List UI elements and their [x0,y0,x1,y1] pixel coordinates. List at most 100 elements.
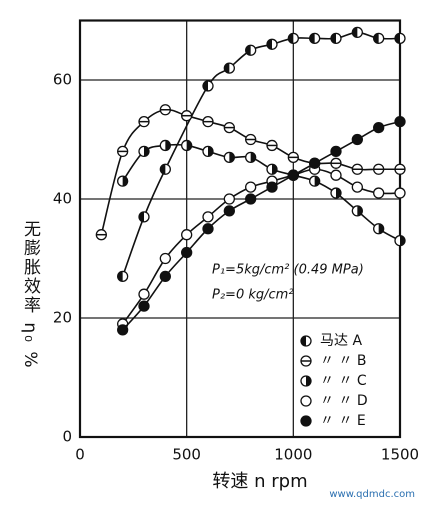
data-point [330,187,342,199]
data-point [181,246,193,259]
marker-outline [245,181,257,193]
data-point [373,223,385,235]
data-point [245,151,257,164]
marker-fill [306,376,311,386]
data-point [266,163,278,175]
data-point [202,116,214,128]
data-point [138,300,150,312]
data-point [309,157,321,169]
legend-label: 〃 〃 B [320,353,367,369]
legend-label: 〃 〃 C [320,373,367,389]
marker-fill [224,63,230,74]
marker-outline [266,181,278,193]
marker-fill [117,271,123,282]
marker-fill [186,140,192,151]
data-point [266,38,278,50]
legend-marker [300,355,312,367]
marker-outline [309,157,321,169]
marker-fill [314,176,320,187]
data-point [159,104,171,116]
data-point [287,151,299,164]
data-point [330,32,342,44]
marker-outline [202,211,214,223]
marker-outline [223,205,235,217]
data-point [117,270,129,283]
data-point [181,229,193,241]
marker-fill [357,205,363,216]
marker-fill [160,164,166,175]
marker-outline [351,181,363,193]
data-point [223,193,235,205]
marker-outline [138,288,150,300]
data-point [223,121,235,134]
data-point [138,288,150,300]
data-point [266,181,278,193]
data-point [245,44,257,56]
data-point [373,187,385,199]
y-tick-label: 20 [53,309,72,327]
annotation: P₂=0 kg/cm² [212,288,294,303]
data-point [394,32,406,44]
marker-fill [272,164,277,175]
data-point [117,175,129,187]
legend-label: 〃 〃 E [320,413,366,429]
data-point [287,169,299,181]
data-point [245,193,257,205]
data-point [223,62,235,74]
data-point [351,26,363,39]
marker-outline [330,145,342,158]
data-point [159,252,171,265]
plot-frame [78,19,402,439]
data-point [330,169,342,181]
marker-outline [181,229,193,241]
marker-outline [287,169,299,181]
marker-fill [400,235,405,246]
data-point [159,270,171,283]
data-point [138,116,150,128]
data-point [223,151,235,164]
data-point [309,175,321,187]
data-point [266,139,278,152]
data-point [351,133,363,146]
marker-outline [159,252,171,265]
data-point [373,121,385,134]
marker-outline [373,187,385,199]
data-point [309,32,321,44]
data-point [351,205,363,217]
watermark: www.qdmdc.com [329,489,415,500]
x-tick-label: 1500 [381,446,419,464]
data-point [245,181,257,193]
data-point [351,181,363,193]
marker-fill [250,152,256,163]
marker-fill [301,336,306,346]
data-point [223,205,235,217]
marker-outline [300,415,312,427]
marker-outline [351,133,363,146]
y-axis-title: 无膨胀效率 η₀ % [20,220,41,370]
marker-outline [138,300,150,312]
marker-fill [288,33,294,44]
data-point [202,211,214,223]
marker-outline [394,187,406,199]
marker-outline [159,270,171,283]
data-point [394,234,406,247]
data-point [95,229,107,241]
data-point [287,32,299,44]
marker-outline [202,223,214,235]
data-point [159,163,171,175]
marker-fill [165,140,171,151]
x-tick-label: 1000 [274,446,312,464]
data-point [373,163,385,175]
marker-fill [203,80,208,91]
data-point [330,145,342,158]
marker-outline [117,324,129,336]
series-line [121,31,401,277]
marker-fill [122,176,128,187]
marker-fill [373,33,379,44]
data-point [181,110,193,122]
marker-fill [229,152,235,163]
data-point [138,211,150,223]
marker-outline [181,246,193,259]
x-tick-label: 500 [172,446,201,464]
